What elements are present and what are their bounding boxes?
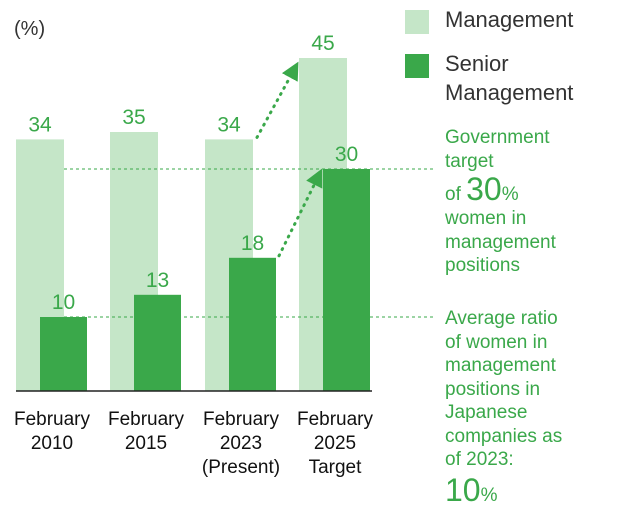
bar-senior-management-2 — [229, 257, 276, 391]
value-label-management-3: 45 — [311, 32, 334, 55]
gov-line5: management — [445, 231, 556, 253]
bar-senior-management-3 — [323, 169, 370, 391]
gov-value: 30 — [466, 171, 502, 207]
legend-label-management: Management — [445, 7, 574, 32]
value-label-senior-management-0: 10 — [52, 291, 75, 314]
arrow-senior-management-growth — [277, 168, 323, 258]
arrow-management-growth — [255, 61, 299, 139]
x-tick-label-1-0: February — [108, 409, 185, 430]
avg-line2: of women in — [445, 331, 548, 353]
x-tick-label-2-1: 2023 — [220, 433, 262, 454]
avg-value-line: 10% — [445, 474, 620, 510]
avg-line6: companies as — [445, 425, 563, 447]
value-label-management-0: 34 — [28, 113, 52, 136]
gov-pct: % — [501, 184, 519, 205]
x-tick-label-1-1: 2015 — [125, 433, 167, 454]
x-tick-label-3-2: Target — [309, 457, 363, 478]
x-tick-label-2-2: (Present) — [202, 457, 280, 478]
x-tick-label-3-0: February — [297, 409, 374, 430]
gov-line1: Government — [445, 127, 550, 148]
avg-line5: Japanese — [445, 402, 528, 423]
x-tick-label-0-1: 2010 — [31, 433, 73, 454]
x-tick-label-0-0: February — [14, 409, 91, 430]
legend-swatch-senior-management — [405, 54, 429, 78]
gov-line3: of 30% — [445, 173, 620, 207]
legend-label-senior-line2: Management — [445, 80, 574, 105]
value-label-senior-management-2: 18 — [241, 232, 264, 255]
avg-pct: % — [480, 484, 498, 506]
gov-line2: target — [445, 150, 494, 172]
avg-line1: Average ratio — [445, 308, 558, 329]
x-tick-label-3-1: 2025 — [314, 433, 356, 454]
unit-label: (%) — [14, 18, 46, 40]
avg-line4: positions in — [445, 378, 541, 400]
value-label-senior-management-3: 30 — [335, 143, 358, 166]
value-label-management-1: 35 — [122, 106, 145, 129]
legend-label-senior-line1: Senior — [445, 51, 509, 76]
gov-of: of — [445, 184, 467, 205]
average-ratio-note: Average ratio of women in management pos… — [445, 307, 620, 510]
value-label-management-2: 34 — [217, 113, 241, 136]
government-target-note: Government target of 30% women in manage… — [445, 126, 620, 278]
bar-senior-management-0 — [40, 317, 87, 391]
avg-value: 10 — [445, 471, 481, 508]
avg-line7: of 2023: — [445, 449, 514, 470]
avg-line3: management — [445, 355, 556, 376]
x-tick-label-2-0: February — [203, 409, 280, 430]
gov-line4: women in — [445, 208, 527, 229]
value-label-senior-management-1: 13 — [146, 269, 169, 292]
gov-line6: positions — [445, 255, 520, 276]
bar-senior-management-1 — [134, 294, 181, 391]
legend-swatch-management — [405, 10, 429, 34]
